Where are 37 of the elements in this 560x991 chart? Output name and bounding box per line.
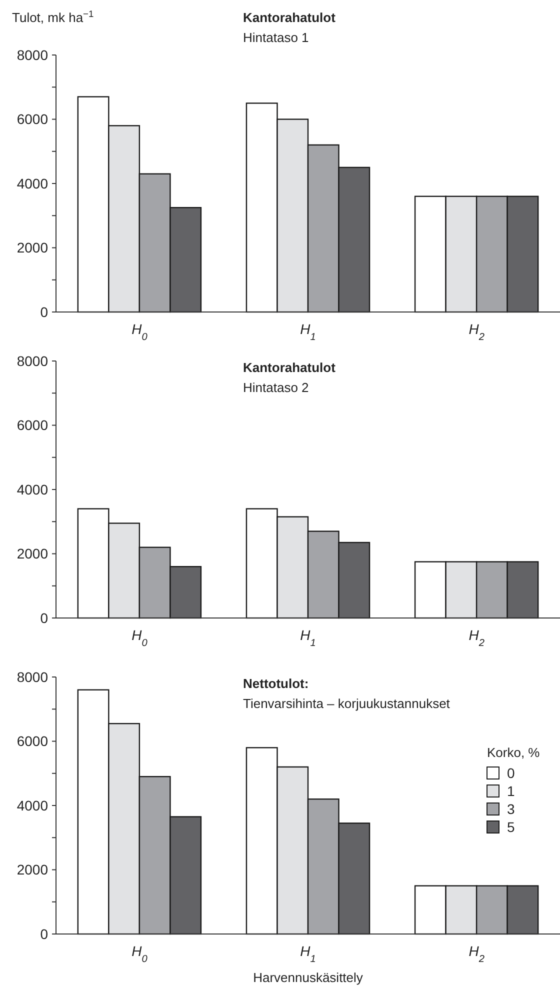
chart-title: Kantorahatulot: [243, 360, 336, 375]
legend-label: 0: [507, 764, 515, 781]
x-axis-title: Harvennuskäsittely: [253, 970, 364, 985]
x-tick-label: H$_{1}$: [300, 627, 316, 648]
x-tick-label: H$_{0}$: [132, 943, 148, 964]
y-tick-label: 8000: [16, 352, 48, 369]
y-tick-label: 8000: [16, 668, 48, 685]
text: Hintataso 2: [243, 380, 309, 395]
y-tick-label: 6000: [16, 733, 48, 750]
y-tick-label: 6000: [16, 417, 48, 434]
x-tick-label: H$_{1}$: [300, 943, 316, 964]
legend-label: 3: [507, 800, 515, 817]
y-tick-label: 2000: [16, 240, 48, 256]
y-axis-title: Tulot, mk ha$^{−1}$: [12, 9, 94, 25]
chart-title: Nettotulot:: [243, 676, 309, 691]
x-tick-label: H$_{1}$: [300, 321, 316, 342]
x-tick-label: H$_{2}$: [468, 943, 485, 964]
x-tick-label: H$_{0}$: [132, 627, 148, 648]
y-tick-label: 4000: [16, 175, 48, 192]
y-tick-label: 0: [40, 610, 48, 626]
chart-subtitle: Hintataso 1: [243, 30, 309, 45]
y-tick-label: 0: [40, 926, 48, 942]
y-tick-label: 2000: [16, 546, 48, 562]
legend-label: 1: [507, 782, 515, 799]
text: Tienvarsihinta – korjuukustannukset: [243, 696, 450, 711]
y-tick-label: 6000: [16, 111, 48, 128]
y-tick-label: 0: [40, 304, 48, 320]
legend-label: 5: [507, 818, 515, 835]
x-tick-label: H$_{2}$: [468, 627, 485, 648]
legend-title: Korko, %: [487, 745, 540, 760]
y-tick-label: 8000: [16, 46, 48, 63]
chart-title: Kantorahatulot: [243, 10, 336, 25]
x-tick-label: H$_{2}$: [468, 321, 485, 342]
y-tick-label: 4000: [16, 481, 48, 498]
x-tick-label: H$_{0}$: [132, 321, 148, 342]
y-tick-label: 4000: [16, 797, 48, 814]
y-tick-label: 2000: [16, 862, 48, 878]
